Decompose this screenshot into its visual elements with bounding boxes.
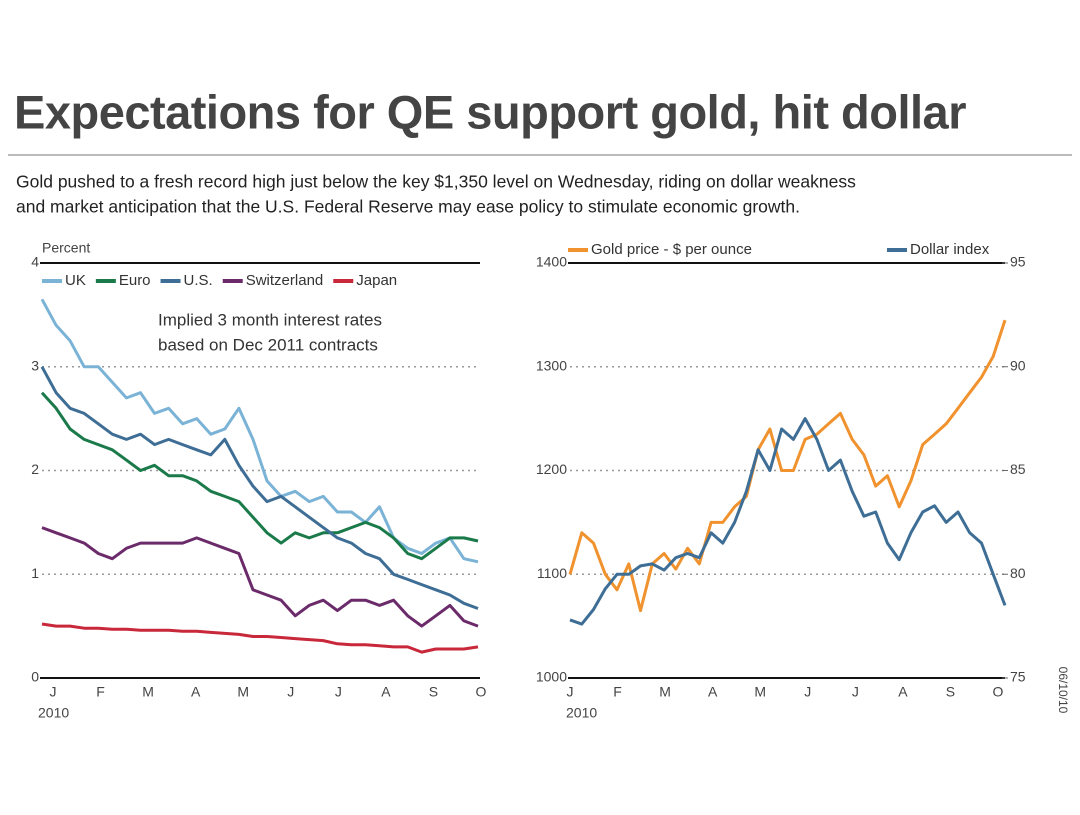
y-tick-label: 1200 [536,461,567,477]
data-line [41,622,479,654]
y-axis-label: Percent [42,240,90,256]
x-tick-label: J [567,684,574,700]
x-tick-label: S [429,684,438,700]
x-tick-label: A [191,684,201,700]
x-tick-label: O [993,684,1004,700]
y-tick-label: 3 [31,357,39,373]
legend-label: Euro [119,272,151,289]
y2-tick-label: 95 [1010,254,1026,270]
y-tick-label: 0 [31,669,39,685]
legend-label: Dollar index [910,241,990,258]
x-tick-label: A [898,684,908,700]
y-tick-label: 1 [31,565,39,581]
x-tick-label: M [659,684,671,700]
x-tick-label: O [476,684,487,700]
x-tick-label: F [613,684,622,700]
y2-tick-label: 75 [1010,669,1026,685]
x-tick-label: J [804,684,811,700]
data-line [568,319,1007,613]
y2-tick-label: 85 [1010,461,1026,477]
annotation: Implied 3 month interest rates [158,310,382,329]
subtitle-line: and market anticipation that the U.S. Fe… [16,197,800,217]
date-stamp: 06/10/10 [1056,667,1070,714]
data-line [40,366,479,610]
legend-label: Switzerland [246,272,324,289]
legend-label: Japan [356,272,397,289]
legend-label: UK [65,272,86,289]
y-tick-label: 1000 [536,669,567,685]
x-tick-label: J [852,684,859,700]
data-line [40,298,479,564]
data-line [40,391,479,561]
x-sublabel: 2010 [566,705,597,721]
y-tick-label: 2 [31,461,39,477]
y2-tick-label: 80 [1010,565,1026,581]
x-tick-label: F [96,684,105,700]
x-tick-label: A [708,684,718,700]
page-title: Expectations for QE support gold, hit do… [14,85,966,138]
y2-tick-label: 90 [1010,357,1026,373]
x-tick-label: M [237,684,249,700]
x-tick-label: J [50,684,57,700]
y-tick-label: 1300 [536,357,567,373]
annotation: based on Dec 2011 contracts [158,335,378,354]
legend-label: U.S. [184,272,213,289]
data-line [41,526,479,628]
data-line [569,417,1007,626]
x-tick-label: M [754,684,766,700]
y-tick-label: 4 [31,254,39,270]
x-tick-label: M [142,684,154,700]
x-sublabel: 2010 [38,705,69,721]
x-tick-label: S [946,684,955,700]
y-tick-label: 1100 [537,565,567,581]
x-tick-label: J [335,684,342,700]
legend-label: Gold price - $ per ounce [591,241,752,258]
y-tick-label: 1400 [536,254,567,270]
x-tick-label: A [381,684,391,700]
x-tick-label: J [287,684,294,700]
subtitle-line: Gold pushed to a fresh record high just … [16,172,856,192]
